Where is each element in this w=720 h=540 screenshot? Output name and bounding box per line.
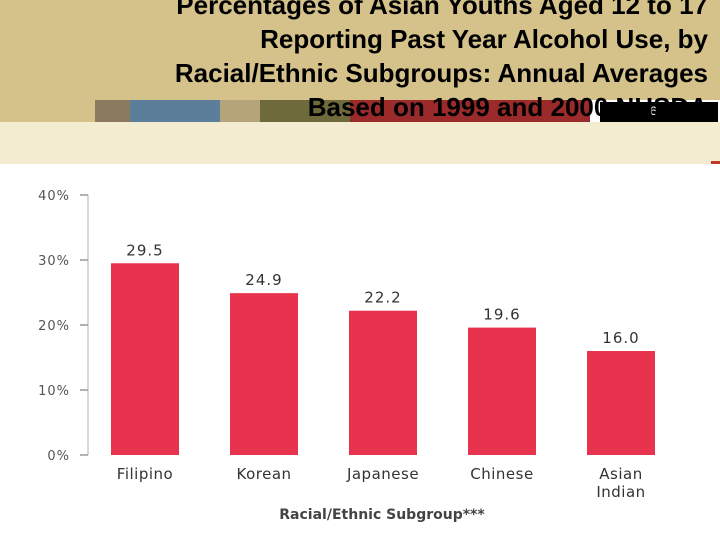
bar <box>111 263 179 455</box>
y-tick-label: 30% <box>38 254 70 269</box>
data-label: 29.5 <box>126 241 163 259</box>
title-line: Reporting Past Year Alcohol Use, by <box>260 24 708 54</box>
title-line: Based on 1999 and 2000 NHSDA <box>307 92 708 122</box>
bar <box>587 351 655 455</box>
stripe-segment <box>220 100 260 122</box>
header-band <box>0 0 720 100</box>
bar <box>349 310 417 455</box>
slide-title: Percentages of Asian Youths Aged 12 to 1… <box>40 0 708 124</box>
x-tick-label: Indian <box>596 483 645 501</box>
y-tick-label: 40% <box>38 189 70 204</box>
x-tick-label: Filipino <box>117 465 173 483</box>
bar <box>468 327 536 455</box>
stripe-segment <box>130 100 220 122</box>
title-line: Percentages of Asian Youths Aged 12 to 1… <box>176 0 708 20</box>
y-tick-label: 0% <box>47 449 70 464</box>
decorative-stripe-row <box>0 100 720 122</box>
data-label: 19.6 <box>483 306 520 324</box>
y-tick-label: 10% <box>38 384 70 399</box>
accent-mark <box>711 161 720 164</box>
stripe-segment <box>0 100 95 122</box>
x-tick-label: Korean <box>236 465 291 483</box>
x-axis-title: Racial/Ethnic Subgroup*** <box>279 507 485 523</box>
title-line: Racial/Ethnic Subgroups: Annual Averages <box>174 58 708 88</box>
slide-number-box <box>600 102 718 122</box>
data-label: 24.9 <box>245 271 282 289</box>
sub-header-band <box>0 122 720 164</box>
x-tick-label: Asian <box>599 465 642 483</box>
data-label: 16.0 <box>602 329 639 347</box>
stripe-segment <box>350 100 590 122</box>
x-tick-label: Japanese <box>346 465 419 483</box>
x-tick-label: Chinese <box>470 465 533 483</box>
slide-number: 6 <box>650 104 657 118</box>
y-tick-label: 20% <box>38 319 70 334</box>
stripe-segment <box>260 100 350 122</box>
bar <box>230 293 298 455</box>
data-label: 22.2 <box>364 289 401 307</box>
stripe-segment <box>95 100 130 122</box>
